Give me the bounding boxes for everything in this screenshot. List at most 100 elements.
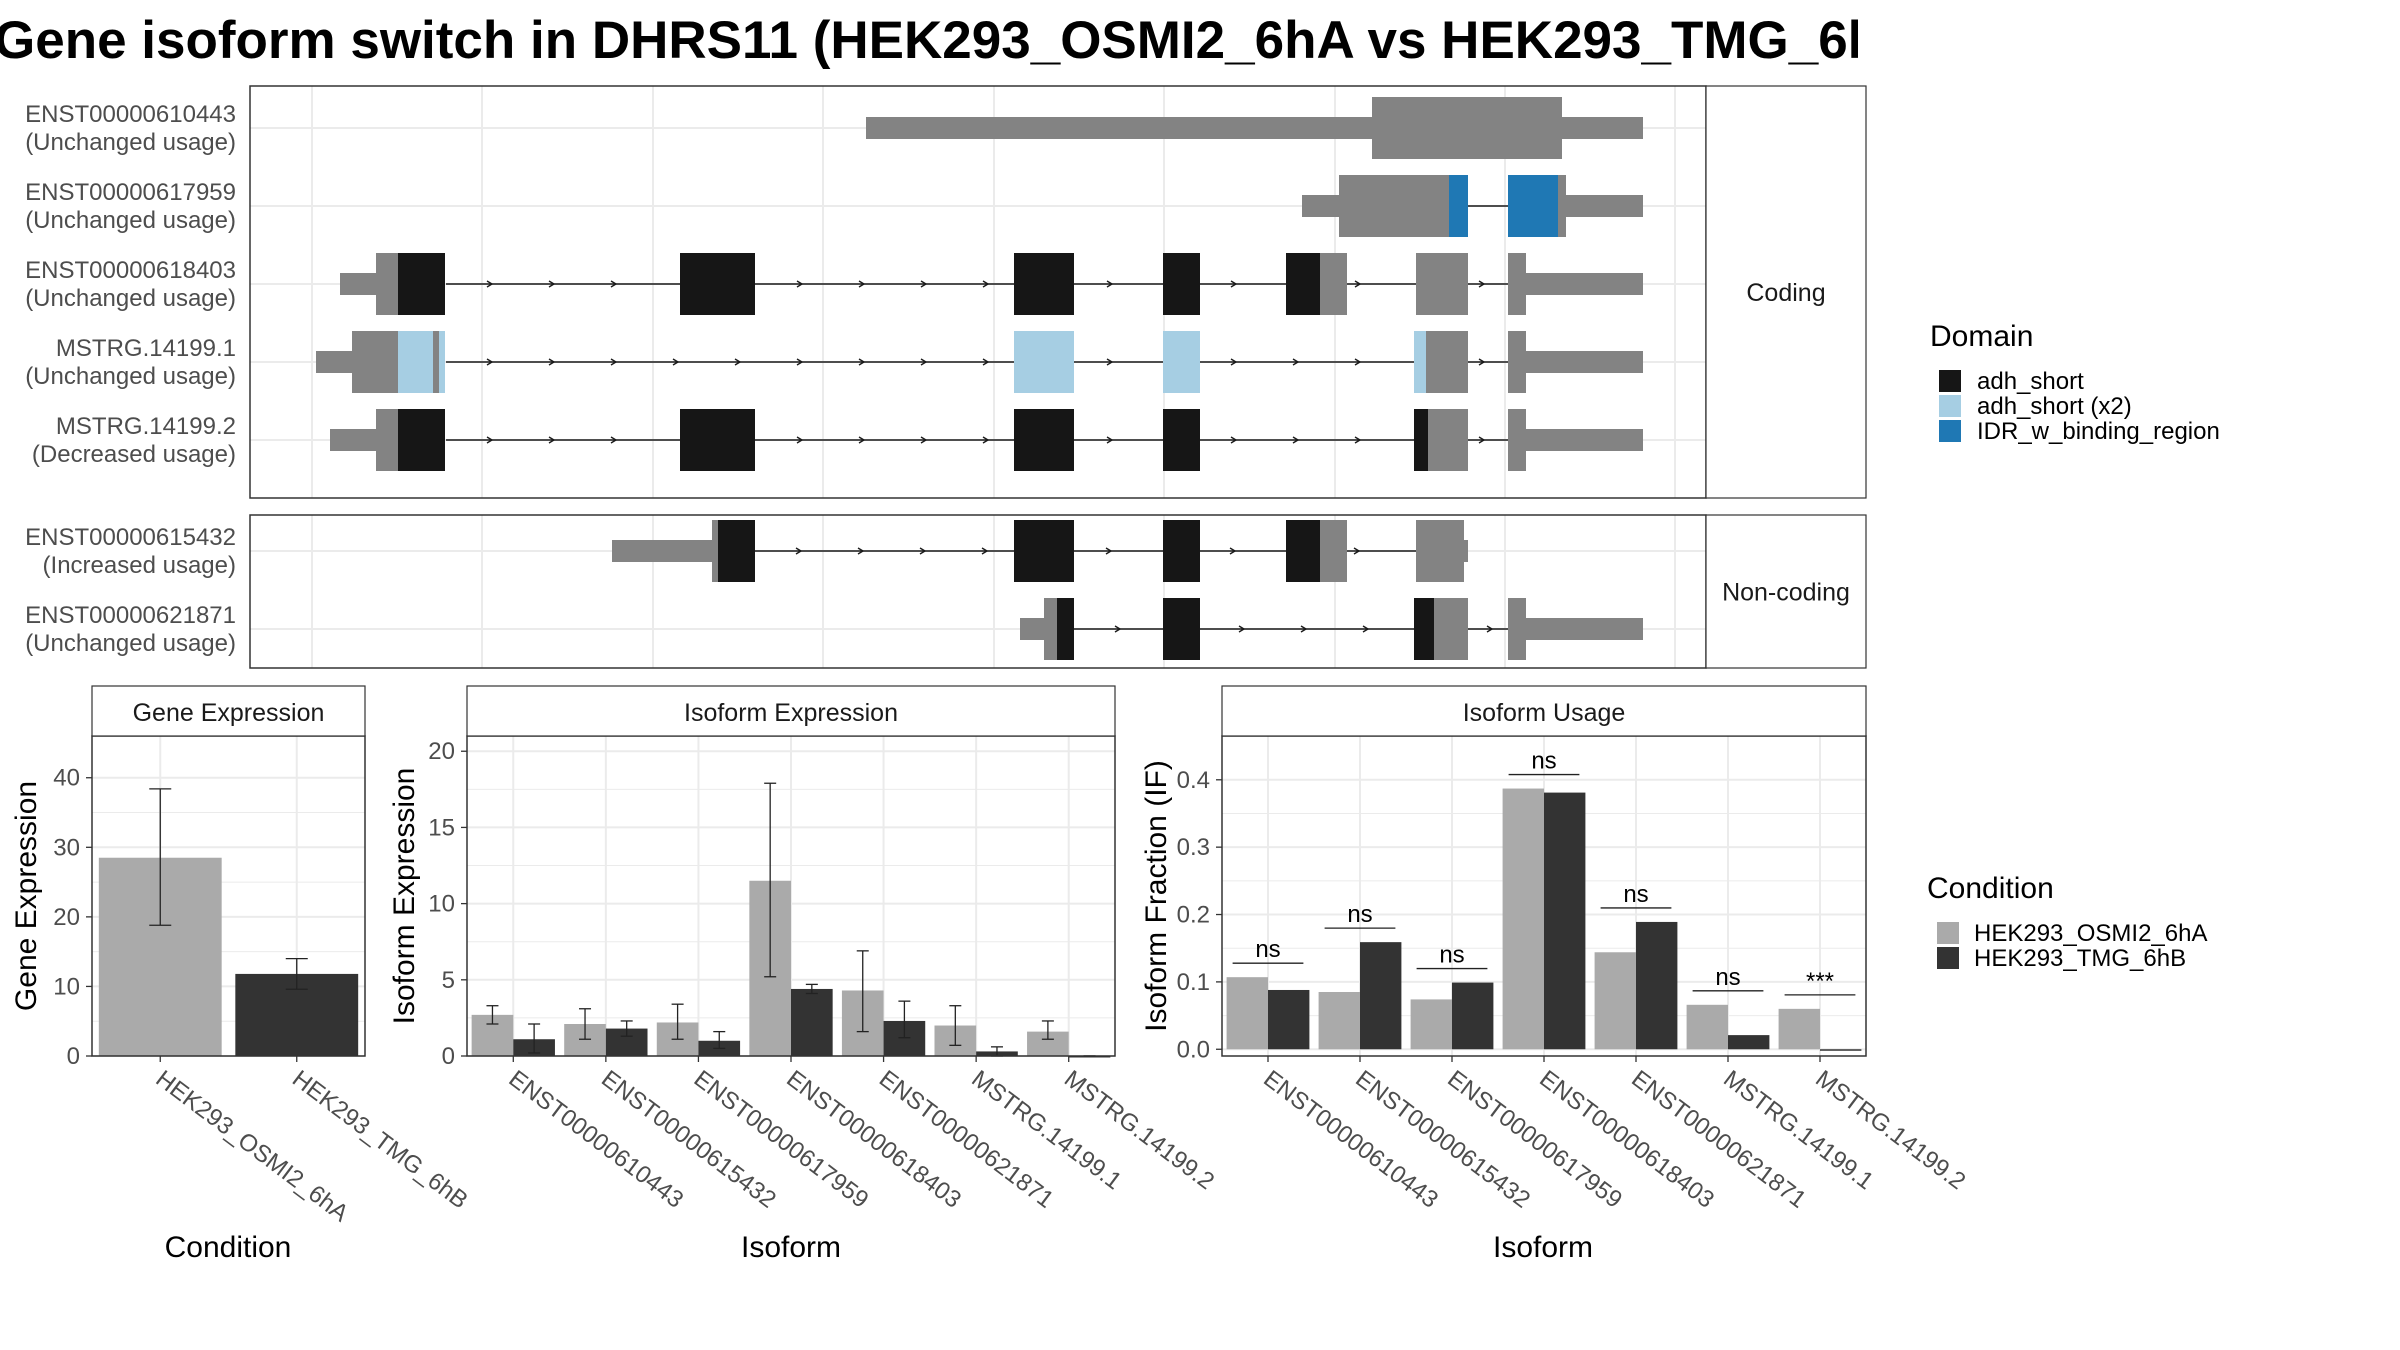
transcript-id-label: ENST00000618403 — [25, 257, 236, 284]
significance-label: *** — [1806, 968, 1834, 995]
legend-key-hek293_osmi2_6ha — [1937, 922, 1959, 944]
strand-arrow — [610, 358, 618, 366]
strand-arrow — [1354, 358, 1362, 366]
exon-block — [1434, 598, 1468, 660]
x-tick-label: MSTRG.14199.2 — [1810, 1065, 1970, 1195]
panel-strip — [1221, 685, 1867, 737]
exon-block — [1566, 195, 1643, 217]
strand-arrow — [672, 358, 680, 366]
exon-block — [398, 409, 445, 471]
bar — [1594, 952, 1636, 1050]
y-tick-label: 0.1 — [1177, 969, 1210, 996]
bar — [1686, 1004, 1728, 1050]
exon-block — [1339, 175, 1449, 237]
domain-legend-title: Domain — [1930, 320, 2033, 353]
x-axis-title: Condition — [165, 1231, 292, 1264]
x-tick-label: ENST00000610443 — [1258, 1065, 1443, 1213]
strand-arrow — [486, 358, 494, 366]
transcript-labels: ENST00000610443(Unchanged usage)ENST0000… — [25, 101, 236, 657]
strand-arrow — [548, 436, 556, 444]
exon-block — [866, 117, 1372, 139]
strand-arrow — [1486, 625, 1494, 633]
transcript-usage-label: (Unchanged usage) — [25, 285, 236, 312]
panel-title: Isoform Usage — [1463, 699, 1626, 727]
strand-arrow — [1230, 358, 1238, 366]
strand-arrow — [1354, 280, 1362, 288]
strand-arrow — [920, 280, 928, 288]
strand-arrow — [920, 436, 928, 444]
y-axis-title: Isoform Fraction (IF) — [1140, 760, 1173, 1032]
bar — [1452, 982, 1494, 1050]
transcript-model — [612, 520, 1468, 582]
exon-block — [1020, 618, 1044, 640]
strand-arrow — [982, 436, 990, 444]
significance-label: ns — [1531, 748, 1556, 775]
exon-block — [439, 331, 445, 393]
transcript-model — [330, 409, 1643, 471]
exon-block — [1508, 409, 1526, 471]
plot-title: Gene isoform switch in DHRS11 (HEK293_OS… — [0, 11, 1858, 70]
strand-arrow — [919, 547, 927, 555]
x-tick-label: MSTRG.14199.2 — [1059, 1065, 1219, 1195]
bar — [1778, 1008, 1820, 1050]
strand-arrow — [858, 436, 866, 444]
strand-arrow — [1478, 280, 1486, 288]
bar — [1318, 992, 1360, 1050]
exon-block — [376, 409, 398, 471]
panel-title: Gene Expression — [133, 699, 325, 727]
exon-block — [1014, 253, 1074, 315]
exon-block — [1286, 253, 1320, 315]
exon-block — [1163, 598, 1200, 660]
strand-arrow — [1478, 358, 1486, 366]
legend-key-hek293_tmg_6hb — [1937, 947, 1959, 969]
y-tick-label: 40 — [53, 765, 80, 792]
exon-block — [1508, 175, 1558, 237]
legend-key-adh-short — [1939, 370, 1961, 392]
y-tick-label: 0.4 — [1177, 767, 1210, 794]
strand-arrow — [1230, 436, 1238, 444]
transcript-id-label: ENST00000621871 — [25, 602, 236, 629]
transcript-id-label: ENST00000610443 — [25, 101, 236, 128]
exon-block — [712, 520, 718, 582]
exon-block — [1414, 331, 1426, 393]
exon-block — [376, 253, 398, 315]
legend-key-idr-w-binding-region — [1939, 420, 1961, 442]
bar — [1226, 977, 1268, 1050]
exon-block — [1508, 253, 1526, 315]
exon-block — [1014, 409, 1074, 471]
exon-block — [1428, 409, 1468, 471]
exon-block — [1416, 253, 1468, 315]
condition-legend-title: Condition — [1927, 872, 2054, 905]
exon-block — [1526, 351, 1643, 373]
y-tick-label: 0 — [67, 1043, 80, 1070]
legend-label: HEK293_TMG_6hB — [1974, 945, 2186, 972]
exon-block — [1014, 520, 1074, 582]
strand-arrow — [857, 547, 865, 555]
transcript-model — [316, 331, 1643, 393]
strand-arrow — [1229, 547, 1237, 555]
transcript-usage-label: (Unchanged usage) — [25, 630, 236, 657]
y-tick-label: 15 — [428, 814, 455, 841]
x-axis-title: Isoform — [741, 1231, 841, 1264]
transcript-model — [1020, 598, 1643, 660]
exon-block — [1526, 273, 1643, 295]
transcript-id-label: ENST00000615432 — [25, 524, 236, 551]
significance-label: ns — [1623, 881, 1648, 908]
transcript-usage-label: (Unchanged usage) — [25, 207, 236, 234]
strand-arrow — [920, 358, 928, 366]
y-tick-label: 20 — [428, 738, 455, 765]
legend-label: HEK293_OSMI2_6hA — [1974, 920, 2207, 947]
strand-arrow — [610, 436, 618, 444]
strand-arrow — [734, 358, 742, 366]
strand-arrow — [1106, 436, 1114, 444]
facet-strip — [1705, 514, 1867, 669]
legend-label: adh_short (x2) — [1977, 393, 2132, 420]
exon-block — [1416, 520, 1464, 582]
significance-label: ns — [1347, 901, 1372, 928]
exon-block — [1286, 520, 1320, 582]
x-tick-label: MSTRG.14199.1 — [1718, 1065, 1878, 1195]
panel-title: Isoform Expression — [684, 699, 898, 727]
strand-arrow — [610, 280, 618, 288]
